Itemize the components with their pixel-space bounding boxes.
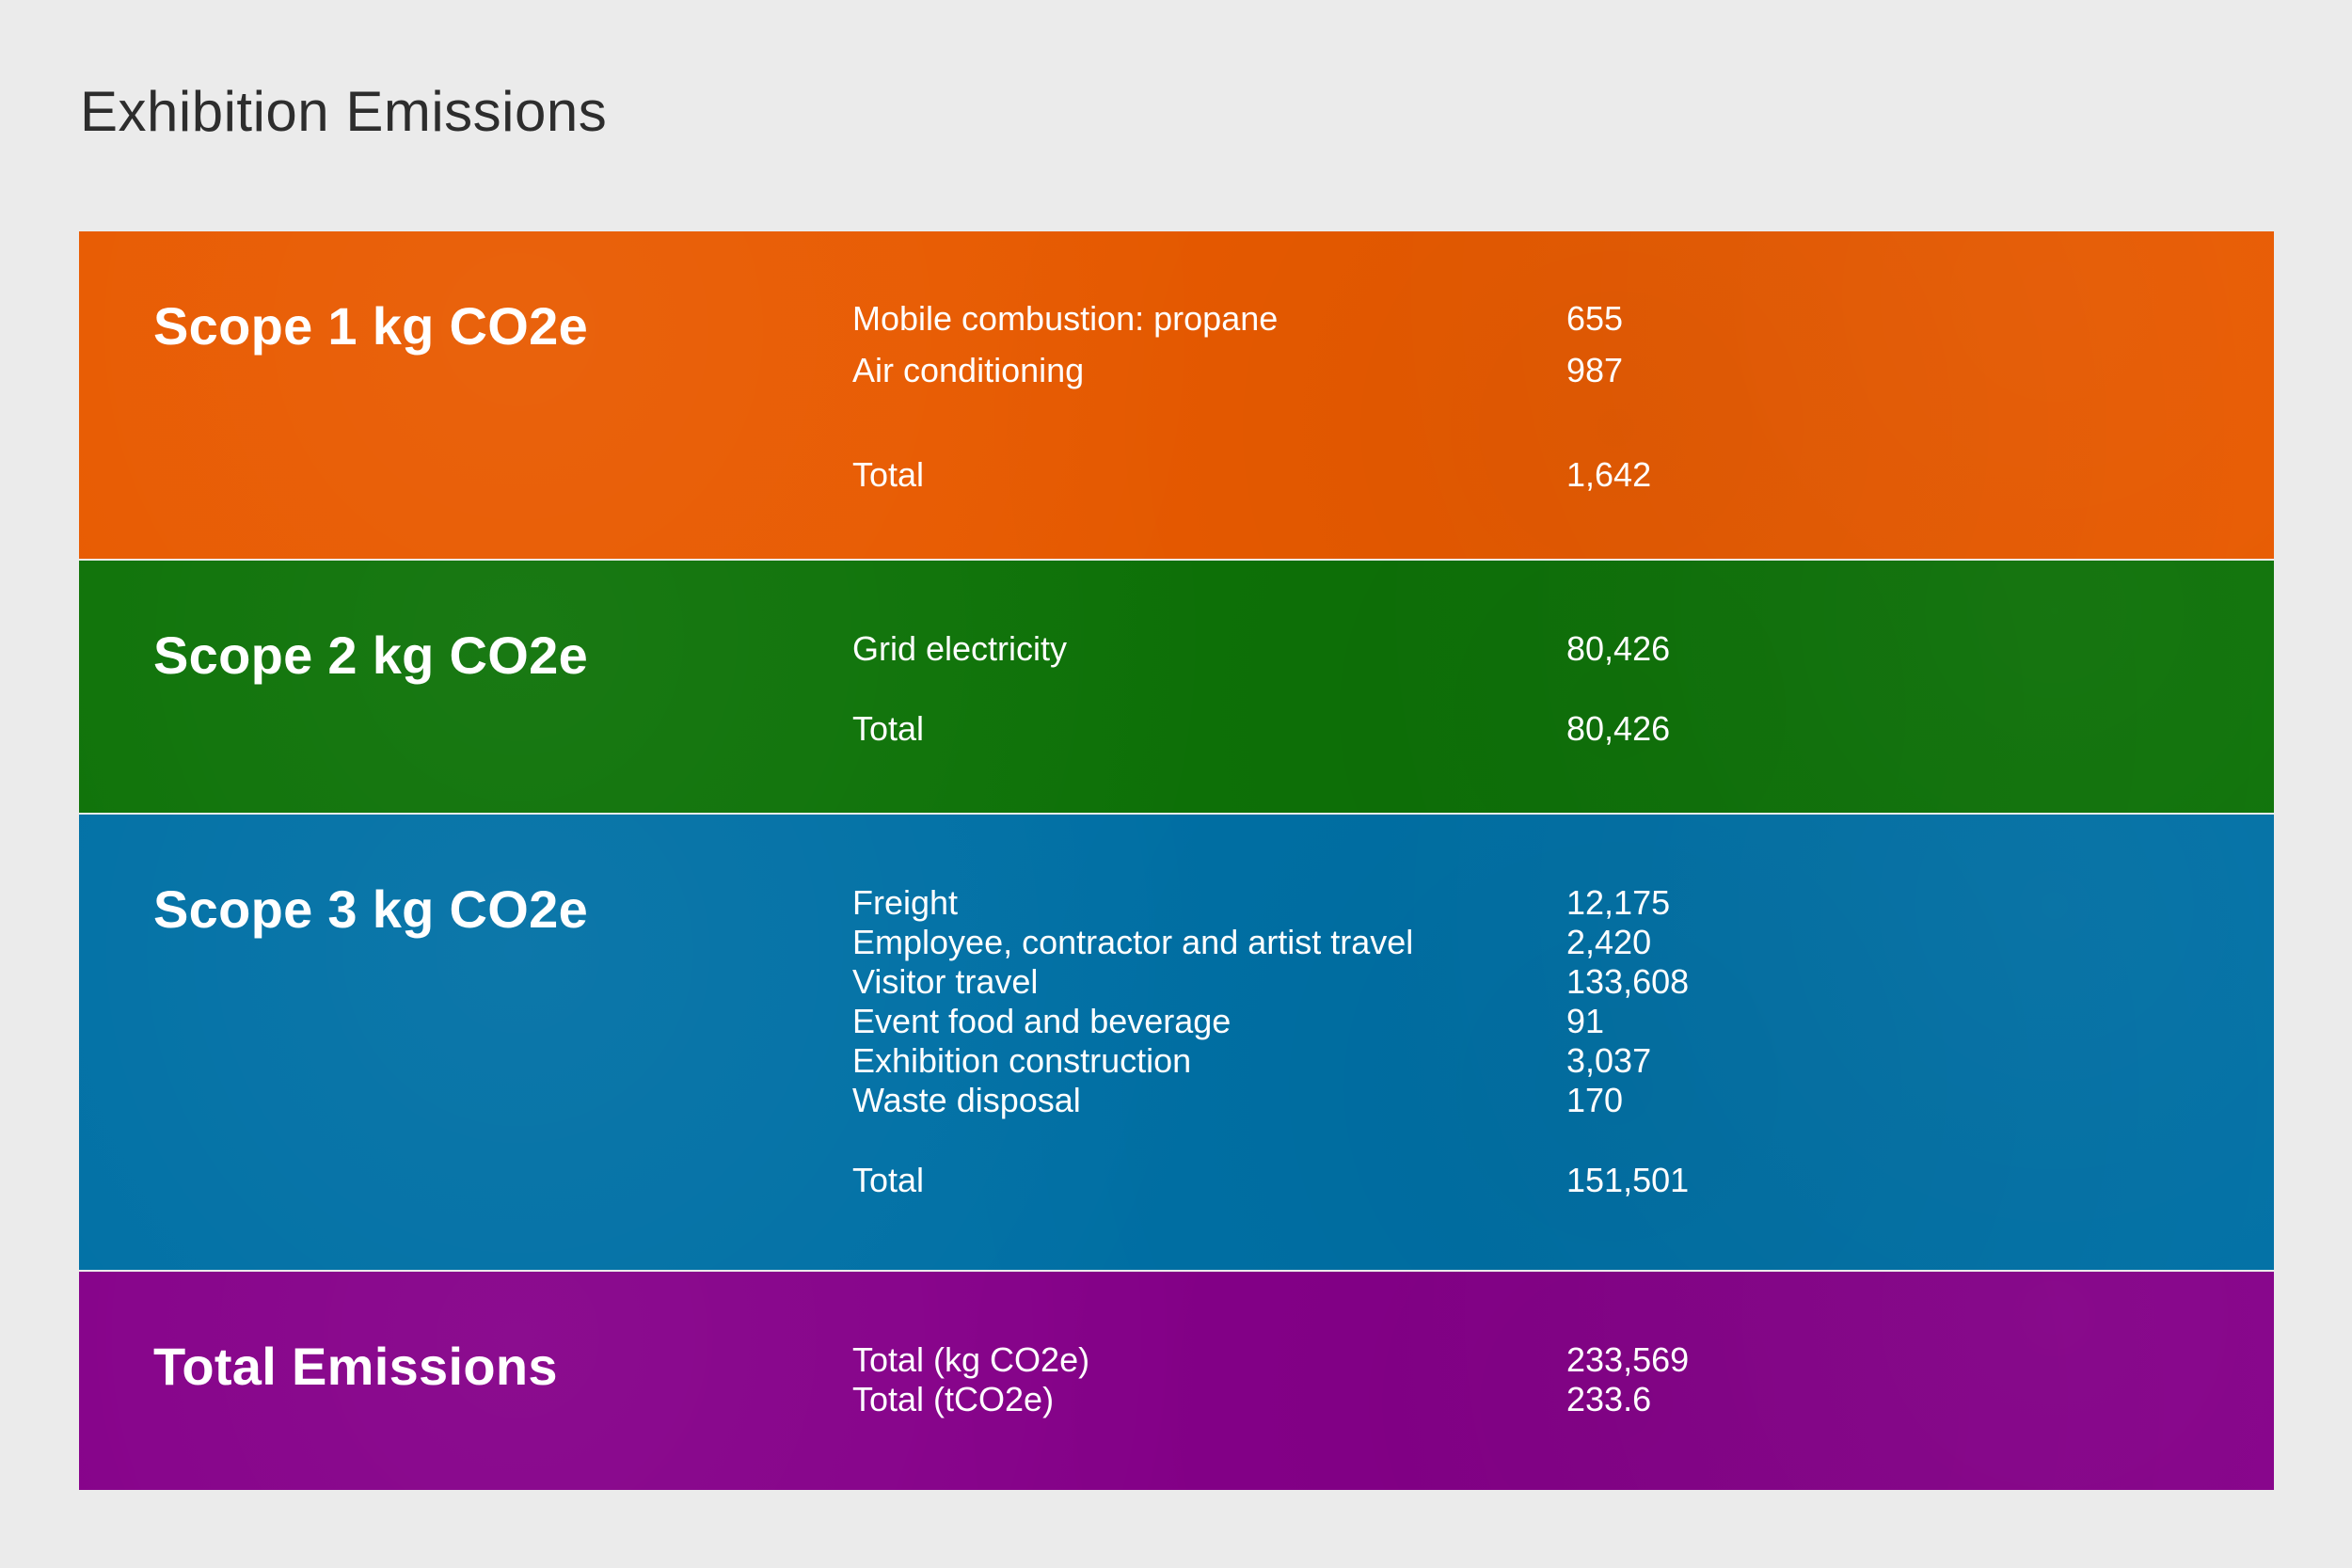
row-value: 2,420 [1566,923,1652,961]
row-value: 80,426 [1566,629,1671,668]
total-value: 1,642 [1566,455,1652,494]
total-label: Total [852,1161,925,1199]
row-value: 133,608 [1566,962,1690,1001]
row-value: 233,569 [1566,1340,1690,1379]
paper-texture [79,561,2274,813]
row-label: Air conditioning [852,351,1085,389]
row-value: 3,037 [1566,1041,1652,1080]
row-label: Freight [852,883,959,922]
row-label: Exhibition construction [852,1041,1192,1080]
row-value: 12,175 [1566,883,1671,922]
row-label: Mobile combustion: propane [852,299,1279,338]
total-label: Total [852,455,925,494]
page-title: Exhibition Emissions [80,80,608,143]
row-label: Total (tCO2e) [852,1380,1055,1418]
total-emissions-section: Total Emissions Total (kg CO2e) 233,569 … [79,1272,2274,1490]
row-label: Waste disposal [852,1081,1081,1119]
row-value: 655 [1566,299,1624,338]
section-heading: Scope 1 kg CO2e [153,296,589,356]
row-value: 987 [1566,351,1624,389]
total-value: 151,501 [1566,1161,1690,1199]
row-label: Visitor travel [852,962,1039,1001]
row-value: 233.6 [1566,1380,1652,1418]
row-label: Grid electricity [852,629,1068,668]
total-label: Total [852,709,925,748]
scope-3-section: Scope 3 kg CO2e Freight 12,175 Employee,… [79,815,2274,1270]
row-value: 170 [1566,1081,1624,1119]
emissions-table: Scope 1 kg CO2e Mobile combustion: propa… [79,231,2274,1490]
section-heading: Total Emissions [153,1337,558,1396]
scope-1-section: Scope 1 kg CO2e Mobile combustion: propa… [79,231,2274,559]
total-value: 80,426 [1566,709,1671,748]
scope-2-section: Scope 2 kg CO2e Grid electricity 80,426 … [79,561,2274,813]
row-label: Event food and beverage [852,1002,1232,1040]
row-label: Employee, contractor and artist travel [852,923,1414,961]
section-heading: Scope 3 kg CO2e [153,879,589,939]
paper-texture [79,231,2274,559]
row-label: Total (kg CO2e) [852,1340,1090,1379]
section-heading: Scope 2 kg CO2e [153,626,589,685]
row-value: 91 [1566,1002,1605,1040]
